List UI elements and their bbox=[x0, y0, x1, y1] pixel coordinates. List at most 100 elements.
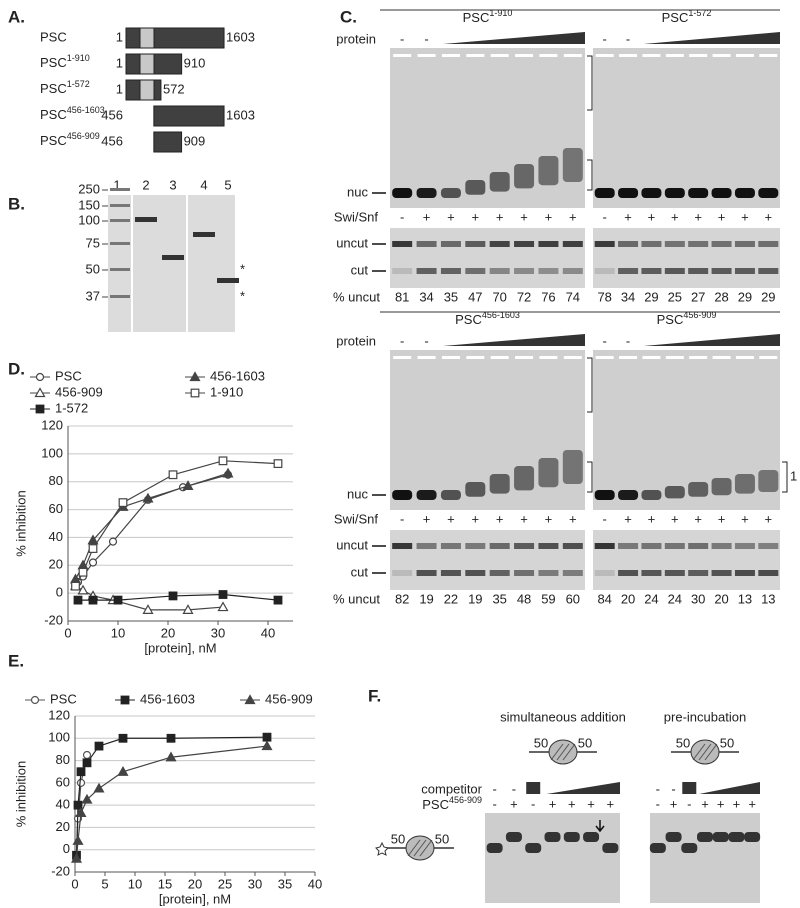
gel-band bbox=[505, 832, 522, 842]
lane-sign: + bbox=[568, 796, 576, 811]
lane-sign: - bbox=[687, 796, 691, 811]
gel-band bbox=[681, 843, 698, 853]
start-residue: 1 bbox=[116, 81, 123, 96]
x-tick-label: 5 bbox=[101, 876, 108, 891]
gel-band bbox=[649, 843, 666, 853]
marker bbox=[168, 591, 178, 601]
y-tick-label: 0 bbox=[63, 841, 70, 856]
y-tick-label: 20 bbox=[56, 819, 70, 834]
bracket bbox=[587, 159, 593, 191]
ladder-band bbox=[110, 268, 130, 271]
uncut-band bbox=[465, 241, 486, 247]
lane-sign: + bbox=[741, 209, 749, 224]
hatch bbox=[419, 839, 433, 857]
row-label: nuc bbox=[347, 184, 368, 199]
arm-length: 50 bbox=[391, 831, 405, 846]
lane-sign: + bbox=[423, 511, 431, 526]
arm-length: 50 bbox=[720, 735, 734, 750]
label-star bbox=[375, 841, 389, 856]
well bbox=[759, 356, 778, 359]
pct-uncut: 22 bbox=[444, 591, 458, 606]
competitor-wedge bbox=[546, 782, 620, 794]
ladder-band bbox=[110, 188, 130, 191]
lane-sign: + bbox=[648, 209, 656, 224]
uncut-band bbox=[514, 543, 535, 549]
uncut-band bbox=[392, 543, 413, 549]
well bbox=[735, 356, 754, 359]
lane-sign: + bbox=[496, 511, 504, 526]
domain-box bbox=[139, 79, 155, 101]
pct-uncut: 60 bbox=[566, 591, 580, 606]
gel-title-sup: 1-910 bbox=[489, 8, 512, 18]
lane-sign: + bbox=[648, 511, 656, 526]
well bbox=[689, 54, 708, 57]
uncut-band bbox=[734, 241, 755, 247]
well bbox=[417, 54, 436, 57]
mw-marker: 50 bbox=[86, 261, 100, 276]
cut-band bbox=[392, 268, 413, 274]
gel-title-base: PSC bbox=[463, 10, 490, 25]
nuc-band bbox=[514, 164, 535, 189]
well bbox=[417, 356, 436, 359]
row-label: Swi/Snf bbox=[334, 511, 378, 526]
pct-uncut: 13 bbox=[738, 591, 752, 606]
construct-name-base: PSC bbox=[40, 133, 67, 148]
asterisk: * bbox=[240, 261, 245, 276]
marker bbox=[73, 800, 83, 810]
cut-band bbox=[440, 268, 461, 274]
row-label: competitor bbox=[421, 781, 482, 796]
gel-title: PSC456-909 bbox=[657, 310, 717, 327]
gel-band bbox=[728, 832, 745, 842]
nuc-band bbox=[392, 490, 413, 500]
marker bbox=[82, 750, 92, 760]
lane-sign: - bbox=[603, 31, 607, 46]
row-label: % uncut bbox=[333, 591, 380, 606]
lane-sign: + bbox=[694, 209, 702, 224]
pct-uncut: 27 bbox=[691, 289, 705, 304]
row-label: protein bbox=[336, 333, 376, 348]
y-tick-label: 40 bbox=[56, 797, 70, 812]
marker bbox=[35, 404, 45, 414]
lane-sign: + bbox=[472, 209, 480, 224]
y-tick-label: 80 bbox=[56, 752, 70, 767]
ladder-band bbox=[110, 219, 130, 222]
cut-band bbox=[618, 570, 639, 576]
well bbox=[642, 54, 661, 57]
well bbox=[466, 356, 485, 359]
well bbox=[712, 54, 731, 57]
well bbox=[393, 356, 412, 359]
gel-band bbox=[525, 843, 542, 853]
lane-sign: + bbox=[765, 511, 773, 526]
marker bbox=[76, 778, 86, 787]
row-label: Swi/Snf bbox=[334, 209, 378, 224]
panel-label: C. bbox=[340, 7, 357, 26]
marker bbox=[217, 601, 229, 612]
pct-uncut: 35 bbox=[492, 591, 506, 606]
gel-band bbox=[665, 832, 682, 842]
nuc-band bbox=[594, 490, 615, 500]
domain-box bbox=[139, 27, 155, 49]
ladder-band bbox=[110, 204, 130, 207]
pct-uncut: 30 bbox=[691, 591, 705, 606]
nuc-band bbox=[416, 490, 437, 500]
lane-sign: - bbox=[512, 781, 516, 796]
series-line bbox=[77, 474, 229, 583]
cut-band bbox=[416, 570, 437, 576]
construct-name-base: PSC bbox=[40, 81, 67, 96]
marker bbox=[30, 695, 40, 705]
gel-band bbox=[744, 832, 761, 842]
uncut-band bbox=[758, 241, 779, 247]
uncut-band bbox=[664, 241, 685, 247]
construct-name: PSC1-910 bbox=[40, 53, 90, 70]
gel bbox=[593, 530, 780, 590]
marker bbox=[71, 581, 80, 591]
legend-label: PSC bbox=[50, 691, 77, 706]
pct-uncut: 29 bbox=[761, 289, 775, 304]
well bbox=[665, 356, 684, 359]
well bbox=[466, 54, 485, 57]
construct-name-sup: 1-572 bbox=[67, 79, 90, 89]
well bbox=[689, 356, 708, 359]
condition-title: simultaneous addition bbox=[500, 709, 626, 724]
marker bbox=[93, 782, 105, 793]
cut-band bbox=[416, 268, 437, 274]
